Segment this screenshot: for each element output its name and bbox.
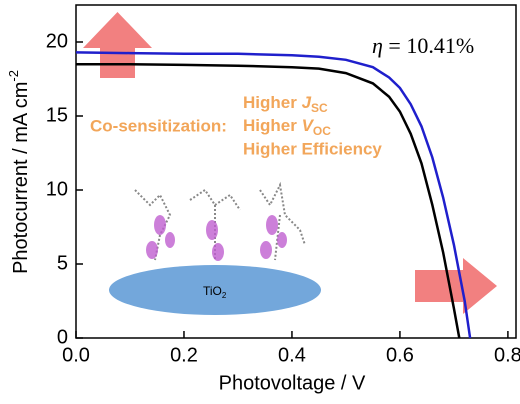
y-tick-label: 0 (57, 326, 68, 348)
x-tick-label: 0.4 (278, 344, 306, 366)
efficiency-value: = 10.41% (383, 33, 474, 58)
molecule-3 (259, 181, 306, 261)
y-tick-label: 15 (46, 104, 68, 126)
voc-note: Higher VOC (243, 116, 331, 138)
jv-curve (75, 51, 472, 339)
substrate-text: TiO (203, 284, 222, 298)
eff-note: Higher Efficiency (243, 139, 382, 158)
jsc-text: Higher (243, 93, 302, 112)
substrate-subscript: 2 (222, 291, 227, 300)
y-label-text: Photocurrent / mA cm (10, 82, 32, 274)
voc-subscript: OC (313, 124, 331, 138)
substrate-label: TiO2 (203, 284, 227, 300)
y-label-superscript: -2 (6, 70, 21, 82)
x-tick-label: 0.6 (386, 344, 414, 366)
voc-symbol: V (302, 116, 315, 135)
right-arrow (415, 258, 497, 314)
x-tick-label: 0.2 (170, 344, 198, 366)
x-tick-label: 0.8 (494, 344, 520, 366)
jsc-symbol: J (302, 93, 312, 112)
orbitals (146, 215, 287, 261)
y-axis-label: Photocurrent / mA cm-2 (6, 70, 32, 274)
x-axis-label: Photovoltage / V (219, 372, 366, 394)
jsc-note: Higher JSC (243, 93, 328, 115)
y-tick-label: 5 (57, 252, 68, 274)
up-arrow (83, 12, 152, 78)
tio2-substrate (109, 265, 321, 315)
y-tick-label: 10 (46, 178, 68, 200)
plot-frame (75, 4, 517, 339)
voc-text: Higher (243, 116, 302, 135)
cosensitization-label: Co-sensitization: (90, 116, 227, 135)
jsc-subscript: SC (311, 101, 328, 115)
x-tick-label: 0.0 (62, 344, 90, 366)
eta-symbol: η (372, 33, 383, 58)
molecule-1 (134, 189, 172, 261)
jv-curve (76, 62, 461, 339)
efficiency-annotation: η = 10.41% (372, 33, 474, 58)
y-tick-label: 20 (46, 30, 68, 52)
